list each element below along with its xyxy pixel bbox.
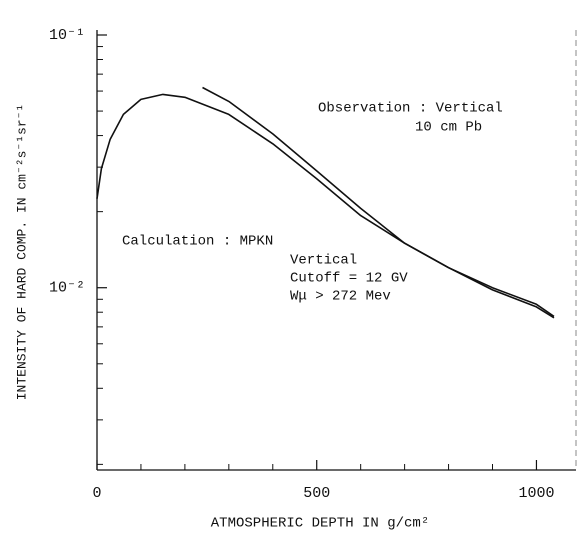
x-tick-label: 500 bbox=[303, 485, 330, 502]
y-tick-label: 10⁻¹ bbox=[49, 27, 85, 44]
annotation: 10 cm Pb bbox=[415, 120, 482, 136]
y-axis-label: INTENSITY OF HARD COMP. IN cm⁻²s⁻¹sr⁻¹ bbox=[14, 104, 29, 401]
annotation: Cutoff = 12 GV bbox=[290, 271, 408, 287]
x-axis-label: ATMOSPHERIC DEPTH IN g/cm² bbox=[211, 516, 429, 532]
annotation: Observation : Vertical bbox=[318, 101, 503, 117]
x-tick-label: 1000 bbox=[518, 485, 554, 502]
x-tick-label: 0 bbox=[92, 485, 101, 502]
annotation: Vertical bbox=[290, 253, 357, 269]
annotation: Wμ > 272 Mev bbox=[290, 289, 391, 305]
annotation: Calculation : MPKN bbox=[122, 234, 273, 250]
y-tick-label: 10⁻² bbox=[49, 280, 85, 297]
data-line bbox=[96, 93, 555, 319]
data-line bbox=[202, 86, 555, 318]
